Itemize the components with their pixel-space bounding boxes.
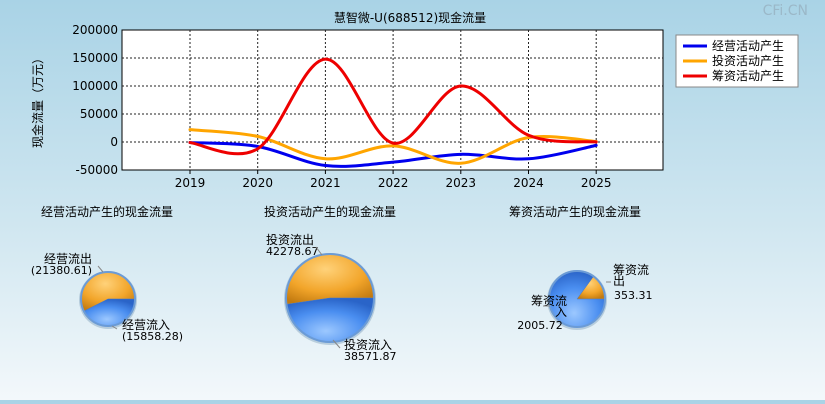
pie-label: 筹资流 [531, 294, 567, 308]
leader-line [111, 325, 118, 330]
pie-value: (15858.28) [122, 330, 183, 343]
leader-line [332, 339, 341, 349]
y-tick-label: 200000 [72, 23, 118, 37]
pie-title: 经营活动产生的现金流量 [41, 204, 173, 219]
pie-slice-inflow [286, 297, 375, 343]
x-tick-label: 2019 [175, 176, 206, 190]
leader-line [315, 246, 323, 256]
legend-label: 经营活动产生 [712, 39, 784, 53]
x-tick-label: 2021 [310, 176, 341, 190]
pie-title: 投资活动产生的现金流量 [264, 204, 396, 219]
y-tick-label: -50000 [75, 163, 118, 177]
pie-label: 出 [613, 274, 625, 288]
pie-value: 38571.87 [344, 350, 397, 363]
legend-label: 投资活动产生 [712, 53, 784, 68]
pie-label: 筹资流 [613, 263, 649, 277]
pie-label: 入 [555, 305, 567, 319]
pie-title: 筹资活动产生的现金流量 [509, 204, 641, 219]
x-tick-label: 2025 [581, 176, 612, 190]
leader-line [97, 265, 104, 273]
y-tick-label: 50000 [80, 107, 118, 121]
y-tick-label: 100000 [72, 79, 118, 93]
pie-label: 投资流入 [344, 337, 392, 352]
x-tick-label: 2022 [378, 176, 409, 190]
y-tick-label: 0 [110, 135, 118, 149]
watermark: CFi.CN [763, 3, 808, 19]
y-tick-label: 150000 [72, 51, 118, 65]
pie-rim [548, 270, 606, 328]
x-tick-label: 2023 [446, 176, 477, 190]
line-plot-area: 200000 150000 100000 50000 0 -50000 2019 2020 20… [30, 23, 664, 190]
pie-rim [80, 271, 136, 327]
pie-value: 2005.72 [517, 319, 563, 332]
pie-label: 投资流出 [266, 232, 314, 247]
pie-value: (21380.61) [31, 264, 92, 277]
pie-slice-outflow [285, 253, 375, 305]
pie-label: 经营流入 [122, 318, 170, 332]
pie-label: 经营流出 [44, 252, 92, 266]
x-tick-label: 2024 [513, 176, 544, 190]
series-line-2 [188, 128, 598, 165]
y-axis-label: 现金流量（万元） [30, 52, 45, 148]
pie-value: 42278.67 [266, 245, 319, 258]
pie-value: 353.31 [614, 289, 653, 302]
pie-rim [285, 253, 375, 343]
chart-title: 慧智微-U(688512)现金流量 [334, 10, 486, 25]
series-line-3 [188, 57, 598, 156]
legend-label: 筹资活动产生 [712, 69, 784, 83]
series-line-1 [188, 141, 598, 168]
x-tick-label: 2020 [242, 176, 273, 190]
